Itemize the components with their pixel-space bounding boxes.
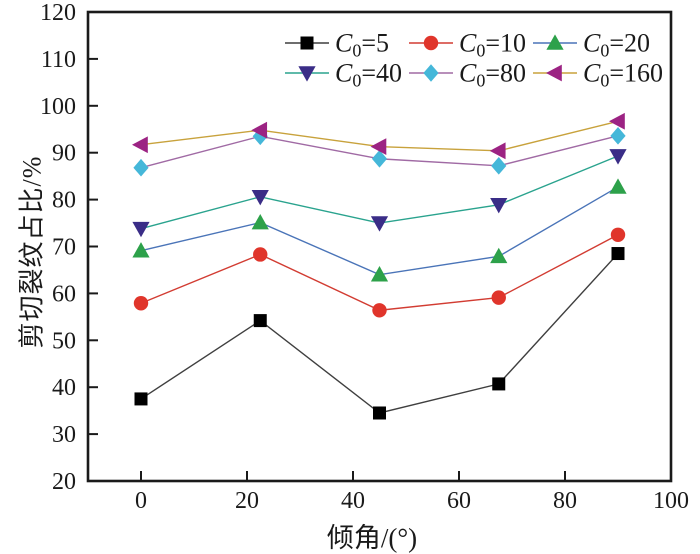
data-point-marker — [134, 392, 148, 406]
data-point-marker — [610, 127, 626, 145]
data-point-marker — [609, 112, 625, 130]
data-point-marker — [370, 138, 387, 156]
data-point-marker — [251, 121, 268, 139]
y-tick-label: 90 — [52, 141, 76, 167]
y-tick-label: 20 — [52, 469, 76, 495]
data-point-marker — [490, 197, 508, 214]
data-point-marker — [491, 157, 507, 175]
legend-label: C0=160 — [583, 59, 663, 91]
legend-label: C0=10 — [459, 29, 526, 61]
x-axis-title: 倾角/(°) — [326, 523, 418, 553]
data-point-marker — [373, 406, 386, 420]
legend-label: C0=20 — [583, 29, 650, 61]
data-point-marker — [610, 227, 626, 242]
data-point-marker — [489, 142, 506, 160]
data-point-marker — [253, 247, 268, 262]
data-point-marker — [371, 149, 388, 168]
x-tick-label: 100 — [653, 488, 689, 514]
plot-frame — [86, 10, 673, 483]
data-point-marker — [132, 221, 150, 238]
x-tick-label: 0 — [135, 488, 147, 514]
legend-marker — [546, 34, 564, 50]
data-point-marker — [370, 266, 389, 282]
y-tick-label: 80 — [52, 188, 76, 214]
data-point-marker — [253, 314, 267, 328]
legend-label: C0=5 — [335, 29, 389, 61]
data-point-marker — [611, 247, 625, 261]
data-point-marker — [133, 296, 149, 311]
legend-marker — [423, 64, 439, 82]
data-point-marker — [133, 158, 149, 177]
x-tick-label: 60 — [447, 488, 471, 514]
y-tick-label: 40 — [52, 375, 76, 401]
y-tick-label: 100 — [40, 94, 76, 120]
data-point-marker — [132, 136, 148, 154]
data-point-marker — [490, 247, 508, 264]
legend-label: C0=40 — [335, 59, 402, 91]
data-point-marker — [251, 189, 269, 206]
y-tick-label: 50 — [52, 328, 76, 354]
data-point-marker — [609, 178, 627, 194]
data-point-marker — [372, 303, 387, 318]
data-point-marker — [492, 377, 506, 391]
legend-label: C0=80 — [459, 59, 526, 91]
y-tick-label: 60 — [52, 281, 76, 307]
x-tick-label: 20 — [235, 488, 259, 514]
data-point-marker — [491, 290, 506, 305]
data-point-marker — [251, 213, 269, 230]
y-tick-label: 110 — [41, 47, 76, 73]
data-point-marker — [132, 242, 150, 258]
y-tick-label: 30 — [52, 422, 76, 448]
y-tick-label: 120 — [40, 0, 76, 26]
legend-marker — [300, 36, 314, 50]
x-tick-label: 80 — [553, 488, 577, 514]
x-tick-label: 40 — [341, 488, 365, 514]
data-point-marker — [609, 149, 627, 165]
legend-marker — [423, 35, 439, 51]
y-tick-label: 70 — [52, 235, 76, 261]
y-axis-title: 剪切裂纹占比/% — [17, 155, 47, 349]
legend-marker — [546, 64, 562, 82]
legend-marker — [298, 66, 316, 82]
data-point-marker — [370, 216, 389, 232]
